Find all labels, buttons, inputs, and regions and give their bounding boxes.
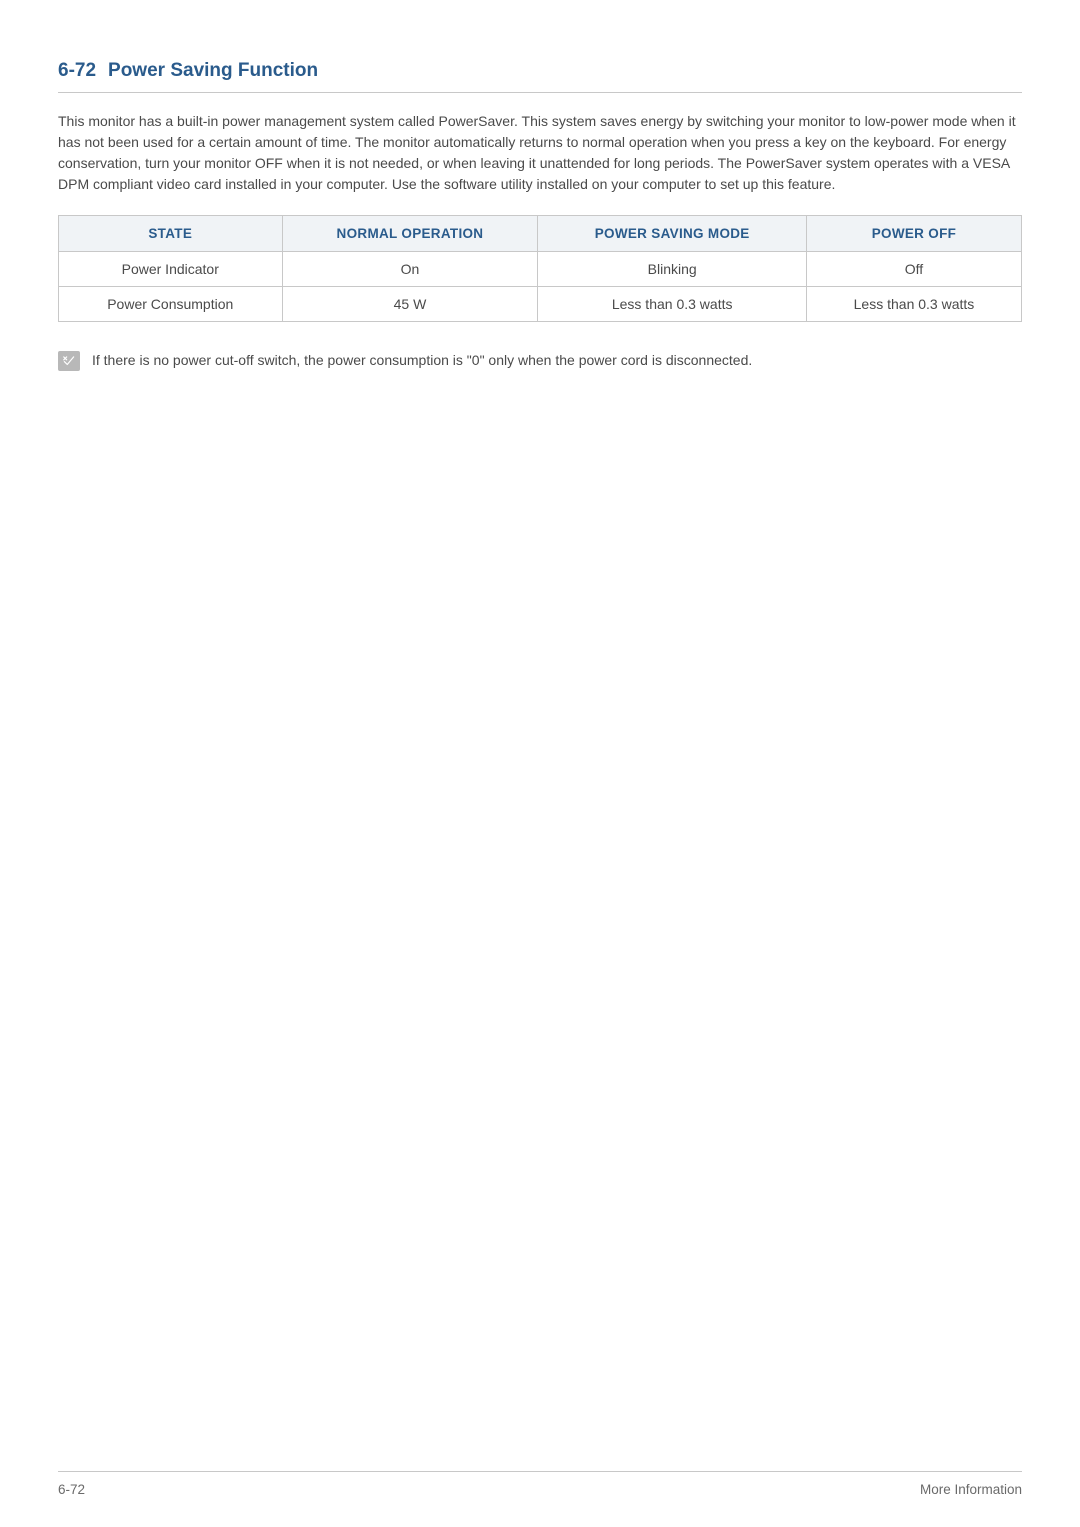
table-row: Power Indicator On Blinking Off bbox=[59, 252, 1022, 287]
table-header-cell: STATE bbox=[59, 216, 283, 252]
table-header-cell: POWER OFF bbox=[806, 216, 1021, 252]
table-header-cell: POWER SAVING MODE bbox=[538, 216, 807, 252]
table-cell: Less than 0.3 watts bbox=[806, 287, 1021, 322]
page-footer: 6-72 More Information bbox=[58, 1471, 1022, 1497]
table-cell: Power Consumption bbox=[59, 287, 283, 322]
table-header-row: STATE NORMAL OPERATION POWER SAVING MODE… bbox=[59, 216, 1022, 252]
table-cell: On bbox=[282, 252, 538, 287]
section-title: Power Saving Function bbox=[108, 60, 318, 81]
table-cell: Blinking bbox=[538, 252, 807, 287]
section-heading: 6-72Power Saving Function bbox=[58, 60, 1022, 93]
footer-page-number: 6-72 bbox=[58, 1482, 85, 1497]
table-cell: Off bbox=[806, 252, 1021, 287]
note-block: If there is no power cut-off switch, the… bbox=[58, 350, 1022, 371]
power-saving-table: STATE NORMAL OPERATION POWER SAVING MODE… bbox=[58, 215, 1022, 322]
intro-paragraph: This monitor has a built-in power manage… bbox=[58, 111, 1022, 195]
table-row: Power Consumption 45 W Less than 0.3 wat… bbox=[59, 287, 1022, 322]
note-text: If there is no power cut-off switch, the… bbox=[92, 350, 752, 371]
table-cell: 45 W bbox=[282, 287, 538, 322]
footer-section-label: More Information bbox=[920, 1482, 1022, 1497]
table-cell: Less than 0.3 watts bbox=[538, 287, 807, 322]
section-number: 6-72 bbox=[58, 60, 108, 81]
table-header-cell: NORMAL OPERATION bbox=[282, 216, 538, 252]
table-cell: Power Indicator bbox=[59, 252, 283, 287]
note-icon bbox=[58, 351, 80, 371]
